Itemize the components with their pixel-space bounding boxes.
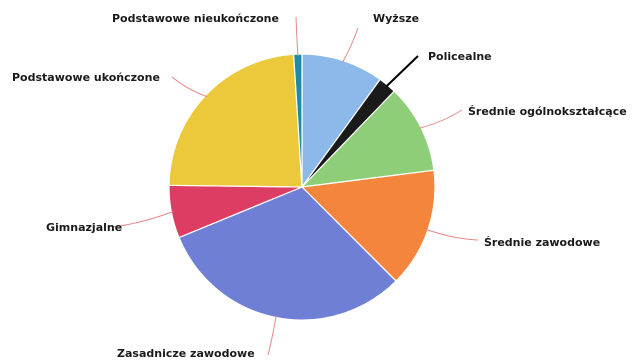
label-srednie-zawodowe: Średnie zawodowe <box>484 236 600 249</box>
label-srednie-ogolnoksztalcace: Średnie ogólnokształcące <box>468 105 627 118</box>
leader-policealne <box>385 55 419 88</box>
leader-podstawowe-ukonczone <box>171 76 208 98</box>
slice-podstawowe-ukonczone <box>168 53 303 188</box>
leader-zasadnicze-zawodowe <box>267 315 277 356</box>
label-leader-lines <box>111 16 479 356</box>
leader-wyzsze <box>342 27 359 63</box>
label-zasadnicze-zawodowe: Zasadnicze zawodowe <box>117 347 255 360</box>
leader-srednie-zawodowe <box>425 228 479 241</box>
leader-gimnazjalne <box>111 211 174 228</box>
leader-srednie-ogolnoksztalcace <box>418 109 463 129</box>
label-gimnazjalne: Gimnazjalne <box>46 221 122 234</box>
label-policealne: Policealne <box>428 50 492 63</box>
leader-podstawowe-nieukonczone <box>295 16 299 57</box>
pie-slices <box>168 53 436 321</box>
label-wyzsze: Wyższe <box>373 12 419 25</box>
label-podstawowe-nieukonczone: Podstawowe nieukończone <box>112 12 279 25</box>
slice-labels: Wyższe Policealne Średnie ogólnokształcą… <box>12 12 627 360</box>
label-podstawowe-ukonczone: Podstawowe ukończone <box>12 71 160 84</box>
